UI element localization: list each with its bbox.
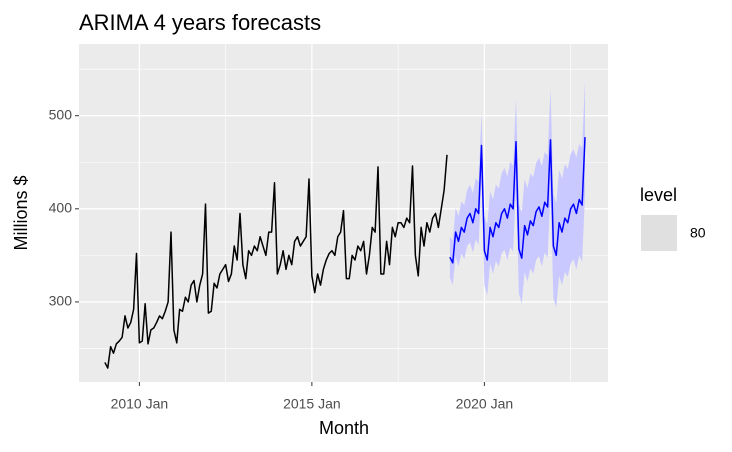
- y-tick-label: 500: [49, 106, 73, 122]
- legend-key: [641, 215, 677, 251]
- series-line: [104, 154, 448, 369]
- legend-label: 80: [690, 225, 706, 241]
- x-axis-title: Month: [319, 418, 369, 438]
- x-tick-label: 2010 Jan: [111, 396, 169, 412]
- y-axis-title: Millions $: [11, 175, 31, 250]
- y-tick-label: 300: [49, 293, 73, 309]
- series-line: [449, 137, 586, 264]
- chart-title: ARIMA 4 years forecasts: [79, 10, 321, 35]
- y-tick-label: 400: [49, 200, 73, 216]
- legend-title: level: [640, 185, 677, 205]
- x-tick-label: 2015 Jan: [283, 396, 341, 412]
- x-tick-label: 2020 Jan: [456, 396, 514, 412]
- marks: [104, 80, 586, 369]
